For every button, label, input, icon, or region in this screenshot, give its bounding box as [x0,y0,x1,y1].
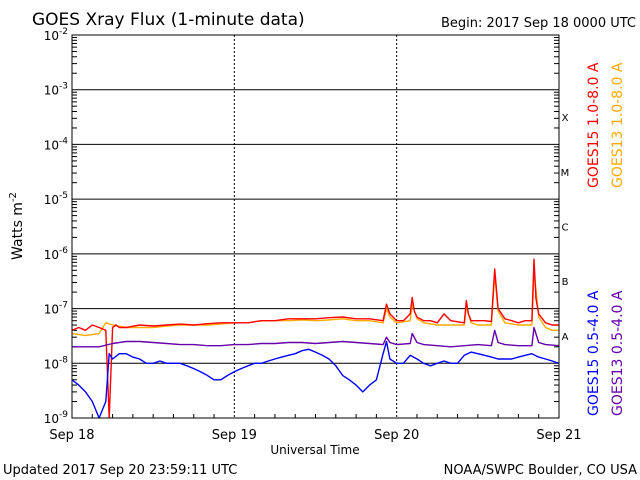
series-line-2 [71,340,560,419]
legend-entry: GOES13 0.5-4.0 A [610,290,626,416]
flare-class-labels: X M C B A [561,113,570,343]
y-tick-label: 10-5 [44,191,68,207]
plot-frame [71,34,560,419]
x-axis-label: Universal Time [270,443,359,457]
series-layer [71,258,560,419]
y-axis-label: Watts m-2 [8,192,26,260]
series-line-1 [71,269,559,337]
y-tick-labels: 10-2 10-3 10-4 10-5 10-6 10-7 10-8 10-9 [44,27,69,426]
flare-class-label: M [561,168,570,179]
series-line-3 [72,326,560,348]
y-tick-label: 10-7 [44,301,68,317]
y-tick-label: 10-9 [44,410,69,426]
flare-class-label: C [562,223,569,234]
begin-label: Begin: 2017 Sep 18 0000 UTC [441,16,636,31]
y-tick-label: 10-2 [44,27,68,43]
x-tick-label: Sep 18 [49,428,94,443]
legend: GOES15 1.0-8.0 A GOES13 1.0-8.0 A GOES15 0… [586,62,626,416]
series-line-0 [71,258,559,419]
x-tick-label: Sep 21 [536,428,581,443]
x-tick-labels: Sep 18 Sep 19 Sep 20 Sep 21 [49,428,581,443]
y-tick-label: 10-3 [44,82,68,98]
legend-entry: GOES13 1.0-8.0 A [610,62,626,188]
svg-text:Watts m-2: Watts m-2 [8,192,26,260]
plot-grid [72,34,559,419]
flare-class-label: B [562,277,569,288]
credit-label: NOAA/SWPC Boulder, CO USA [444,463,637,478]
y-tick-label: 10-8 [44,355,69,371]
updated-label: Updated 2017 Sep 20 23:59:11 UTC [3,463,237,478]
x-tick-label: Sep 20 [374,428,419,443]
legend-entry: GOES15 0.5-4.0 A [586,290,602,416]
flare-class-label: X [562,113,569,124]
legend-entry: GOES15 1.0-8.0 A [586,62,602,188]
y-tick-label: 10-4 [44,136,69,152]
x-tick-label: Sep 19 [212,428,257,443]
y-tick-label: 10-6 [44,246,69,262]
flare-class-label: A [562,332,569,343]
chart-title: GOES Xray Flux (1-minute data) [32,10,305,30]
